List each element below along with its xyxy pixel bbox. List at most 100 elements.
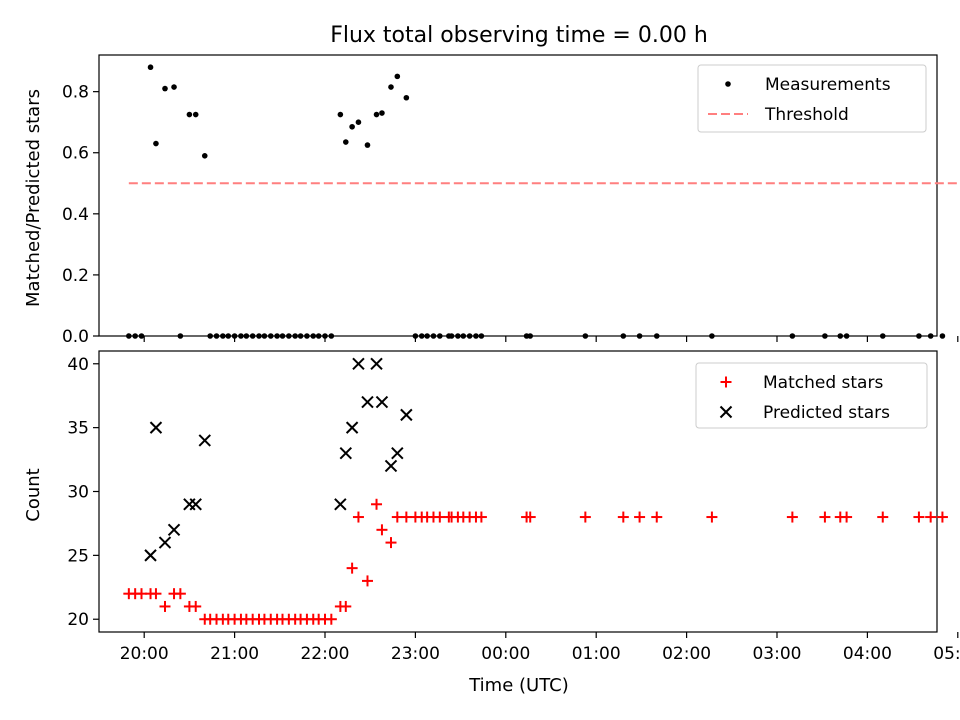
measurement-point [939,333,946,339]
matched-star-marker [617,511,629,523]
measurement-point [403,94,410,101]
measurement-point [147,64,154,71]
legend-swatch-measurements [725,81,731,87]
measurement-point [220,333,226,339]
predicted-star-marker [167,523,181,537]
predicted-star-marker [384,459,398,473]
matched-star-marker [936,511,948,523]
measurement-point [355,119,362,125]
measurement-point [138,333,145,339]
matched-star-marker [819,511,831,523]
measurement-point [126,333,132,339]
measurement-point [822,333,828,339]
measurement-point [297,333,304,339]
matched-star-marker [651,511,663,523]
measurement-point [310,333,317,339]
y-tick-label: 40 [67,355,89,375]
predicted-star-marker [370,357,383,370]
predicted-star-marker [391,446,404,460]
measurement-point [171,84,177,90]
predicted-star-marker [149,421,163,434]
legend-box [695,362,928,429]
y-tick-label: 0.6 [62,144,89,164]
predicted-star-marker [339,446,352,460]
measurement-point [231,333,238,339]
measurement-point [207,333,213,339]
measurement-point [430,333,437,339]
legend-label: Predicted stars [763,403,890,423]
measurement-point [286,333,292,339]
matched-star-marker [340,600,352,612]
legend-label: Threshold [764,105,849,125]
legend: Matched stars Predicted stars [695,362,928,429]
measurement-point [364,142,371,148]
x-tick-label: 02:00 [662,644,711,664]
measurement-point [328,333,335,339]
measurement-point [342,139,349,145]
measurement-point [162,85,168,92]
measurement-point [349,123,355,130]
measurement-point [437,333,443,339]
matched-star-marker [150,588,162,600]
measurement-point [388,84,394,90]
legend-box [697,64,927,133]
measurement-point [304,333,310,339]
measurement-point [478,333,485,339]
x-tick-label: 01:00 [572,644,621,664]
x-tick-label: 05:00 [933,644,960,664]
measurement-point [186,111,193,118]
y-tick-label: 0.8 [62,83,89,103]
predicted-star-marker [334,498,347,511]
measurement-point [274,333,280,339]
measurement-point [201,152,208,159]
measurement-point [279,333,286,339]
measurement-point [412,333,419,339]
matched-star-marker [841,511,853,523]
predicted-star-marker [158,536,172,549]
measurement-point [267,333,274,339]
measurement-point [636,333,643,339]
matched-star-marker [325,613,337,625]
matched-star-marker [475,511,487,523]
legend: Measurements Threshold [697,64,927,133]
measurement-point [466,333,473,339]
y-axis-label-bottom: Count [23,468,44,521]
measurement-point [177,333,184,339]
measurement-point [418,333,425,339]
measurement-point [527,333,534,339]
matched-star-marker [352,511,364,523]
matched-star-marker [877,511,889,523]
predicted-star-marker [198,434,211,447]
measurement-point [448,333,455,339]
predicted-star-marker [352,357,365,370]
measurement-point [153,140,159,147]
legend-swatch-predicted [719,405,733,419]
matched-star-marker [346,562,358,574]
predicted-star-marker [400,408,413,422]
matched-star-marker [361,575,373,587]
x-tick-label: 21:00 [210,644,259,664]
y-tick-label: 0.2 [62,266,89,286]
x-tick-label: 23:00 [391,644,440,664]
matched-star-marker [159,600,171,612]
measurement-point [192,111,199,118]
y-tick-label: 0.4 [62,205,89,225]
predicted-star-marker [375,395,389,409]
measurement-point [238,333,244,339]
x-tick-label: 03:00 [752,644,801,664]
measurement-point [292,333,298,339]
measurement-point [213,333,220,339]
x-axis-label: Time (UTC) [468,675,569,696]
x-tick-label: 22:00 [300,644,349,664]
matched-star-marker [190,600,202,612]
measurement-point [460,333,467,339]
measurement-point [424,333,430,339]
measurement-point [582,333,589,339]
measurement-point [473,333,479,339]
predicted-star-marker [144,549,157,562]
x-tick-label: 04:00 [843,644,892,664]
measurement-point [620,333,627,339]
measurement-point [243,333,250,339]
measurement-point [379,110,385,116]
